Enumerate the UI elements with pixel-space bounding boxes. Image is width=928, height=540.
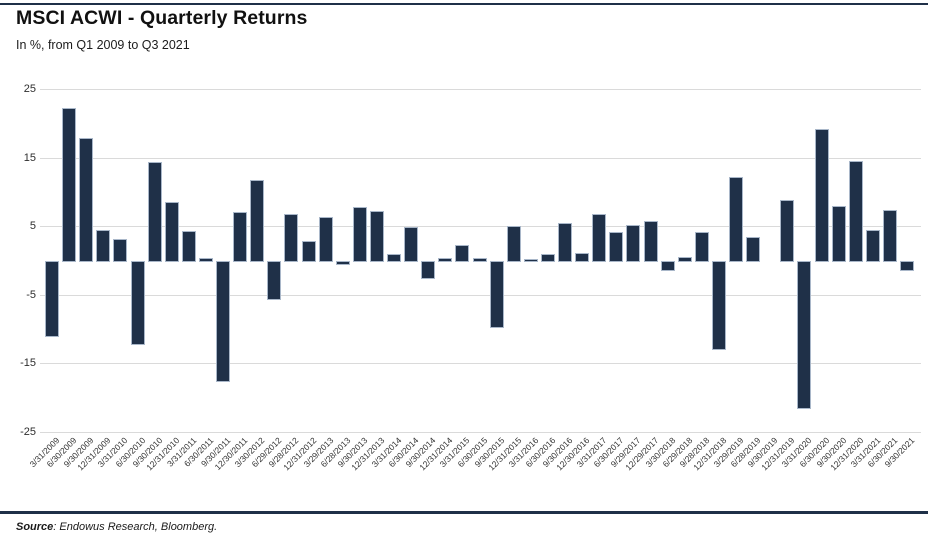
- y-tick-label: 15: [23, 151, 36, 164]
- bar: [284, 213, 299, 263]
- source-text: : Endowus Research, Bloomberg.: [53, 521, 218, 533]
- footer-divider: [0, 511, 928, 514]
- bar: [352, 206, 367, 263]
- bar: [335, 260, 350, 266]
- bar: [780, 200, 795, 263]
- y-tick-label: -25: [20, 426, 36, 438]
- bar: [45, 260, 59, 337]
- bar: [318, 216, 333, 263]
- bar: [404, 226, 419, 263]
- bar: [848, 161, 863, 263]
- bar: [865, 230, 880, 263]
- y-tick-label: 25: [23, 83, 36, 95]
- gridline: [40, 157, 921, 159]
- chart-subtitle: In %, from Q1 2009 to Q3 2021: [16, 38, 190, 52]
- bar: [438, 257, 453, 263]
- gridline: [40, 363, 921, 365]
- bar: [540, 254, 555, 263]
- bar: [900, 260, 914, 272]
- bar: [113, 239, 128, 263]
- bar: [523, 259, 538, 263]
- bar: [694, 231, 709, 263]
- bar: [831, 205, 846, 263]
- bar: [643, 221, 658, 263]
- bar: [558, 223, 572, 263]
- bar: [729, 177, 743, 263]
- bar: [130, 260, 145, 345]
- bar: [882, 210, 897, 263]
- top-divider: [0, 3, 928, 5]
- bar: [746, 237, 761, 263]
- bar: [660, 260, 675, 271]
- bar: [233, 211, 248, 263]
- bar: [814, 128, 829, 263]
- bar: [455, 245, 470, 263]
- bar: [592, 213, 607, 263]
- chart-title: MSCI ACWI - Quarterly Returns: [16, 7, 308, 29]
- bar: [79, 137, 94, 263]
- bar: [797, 260, 812, 410]
- bar: [250, 180, 265, 263]
- gridline: [40, 432, 921, 433]
- bar: [301, 241, 316, 263]
- y-tick-label: -15: [20, 357, 36, 370]
- bar: [164, 201, 179, 263]
- gridline: [40, 89, 921, 90]
- bar-chart: 25 15 5 -5 -15 -25 3/31/2009 6/30/2009 9/30/200…: [20, 83, 921, 472]
- bar: [147, 161, 162, 263]
- y-tick-label: -5: [26, 288, 36, 301]
- bar: [489, 260, 504, 329]
- bar: [216, 260, 230, 382]
- bar: [711, 260, 726, 351]
- bar: [575, 252, 590, 263]
- gridline: [40, 294, 921, 296]
- bar: [267, 260, 282, 300]
- bar: [472, 258, 487, 263]
- bar: [62, 108, 77, 263]
- bar: [506, 226, 521, 263]
- bar: [677, 257, 692, 263]
- bar: [369, 211, 384, 263]
- bar: [387, 253, 401, 263]
- bar: [421, 260, 436, 279]
- bar: [198, 258, 213, 263]
- bar: [626, 224, 641, 263]
- source-label: Source: [16, 521, 54, 533]
- source-note: Source: Endowus Research, Bloomberg.: [16, 521, 217, 533]
- gridline: [40, 226, 921, 228]
- bar: [609, 231, 624, 263]
- bar: [181, 231, 196, 263]
- bar: [96, 229, 111, 263]
- y-tick-label: 5: [29, 220, 36, 233]
